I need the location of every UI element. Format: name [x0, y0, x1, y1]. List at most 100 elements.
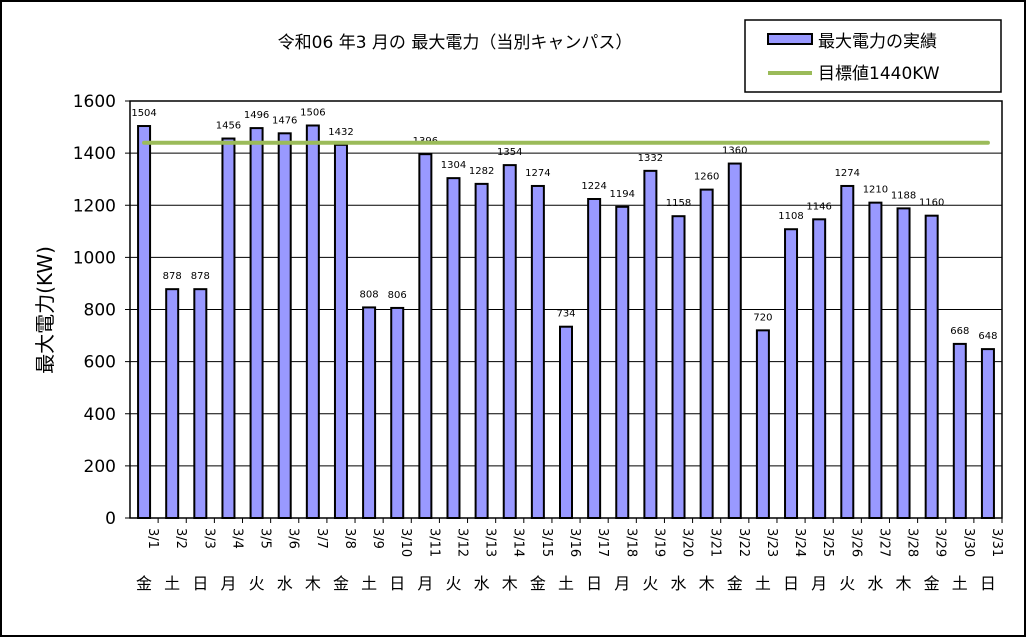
weekday-label: 火: [839, 574, 855, 593]
bar-3/20: [671, 215, 686, 519]
data-label: 1304: [441, 160, 466, 171]
x-tick-label: 3/16: [567, 528, 582, 557]
data-label: 1160: [919, 198, 944, 209]
x-tick-label: 3/8: [342, 528, 357, 549]
x-tick-label: 3/27: [876, 528, 891, 557]
x-tick-label: 3/6: [286, 528, 301, 549]
weekday-label: 金: [727, 574, 743, 593]
bar-3/15: [530, 184, 545, 519]
bar-3/6: [277, 132, 292, 519]
x-tick-label: 3/10: [398, 528, 413, 557]
data-label: 1194: [610, 189, 635, 200]
bar-3/22: [727, 162, 742, 520]
chart-title: 令和06 年3 月の 最大電力（当別キャンパス）: [278, 33, 633, 53]
weekday-label: 日: [586, 574, 602, 593]
legend: [744, 19, 1002, 93]
bar-3/28: [896, 207, 911, 519]
weekday-label: 木: [305, 574, 321, 593]
x-tick-label: 3/7: [314, 528, 329, 549]
x-tick-label: 3/30: [961, 528, 976, 557]
bar-3/30: [952, 342, 967, 519]
data-label: 734: [556, 309, 575, 320]
x-tick-label: 3/26: [848, 528, 863, 557]
weekday-label: 月: [614, 574, 630, 593]
data-label: 1506: [300, 107, 325, 118]
y-tick-label: 400: [84, 405, 116, 425]
x-tick-label: 3/9: [370, 528, 385, 549]
bar-3/26: [840, 184, 855, 519]
weekday-label: 日: [389, 574, 405, 593]
weekday-label: 金: [333, 574, 349, 593]
bar-3/10: [390, 306, 405, 519]
bar-3/31: [980, 348, 995, 519]
weekday-label: 月: [220, 574, 236, 593]
data-label: 1360: [722, 146, 747, 157]
x-tick-label: 3/14: [511, 528, 526, 557]
bar-3/2: [165, 288, 180, 520]
y-tick-label: 1200: [73, 196, 116, 216]
data-label: 1108: [778, 211, 803, 222]
data-label: 1432: [328, 127, 353, 138]
x-tick-label: 3/31: [989, 528, 1004, 557]
bar-3/23: [755, 329, 770, 519]
x-tick-label: 3/21: [708, 528, 723, 557]
weekday-label: 土: [361, 574, 377, 593]
data-label: 1476: [272, 115, 297, 126]
bar-3/7: [305, 124, 320, 519]
weekday-label: 木: [896, 574, 912, 593]
weekday-label: 金: [530, 574, 546, 593]
weekday-label: 火: [642, 574, 658, 593]
data-label: 808: [360, 289, 379, 300]
x-tick-label: 3/25: [820, 528, 835, 557]
bar-3/19: [643, 169, 658, 519]
weekday-label: 日: [192, 574, 208, 593]
y-tick-label: 1600: [73, 92, 116, 112]
bar-3/13: [474, 182, 489, 519]
bar-3/3: [193, 288, 208, 520]
data-label: 1274: [525, 168, 550, 179]
x-tick-label: 3/17: [595, 528, 610, 557]
x-tick-label: 3/23: [764, 528, 779, 557]
weekday-label: 土: [164, 574, 180, 593]
weekday-label: 木: [502, 574, 518, 593]
data-label: 1504: [131, 108, 156, 119]
legend-bar-swatch: [767, 33, 813, 45]
y-tick-label: 200: [84, 457, 116, 477]
x-tick-label: 3/1: [145, 528, 160, 549]
bar-3/4: [221, 137, 236, 519]
weekday-label: 土: [952, 574, 968, 593]
x-tick-label: 3/4: [229, 528, 244, 549]
x-tick-label: 3/3: [201, 528, 216, 549]
weekday-label: 水: [671, 574, 687, 593]
bar-3/14: [502, 164, 517, 520]
x-tick-label: 3/22: [736, 528, 751, 557]
bar-3/18: [615, 205, 630, 519]
data-label: 648: [978, 331, 997, 342]
data-label: 1274: [835, 168, 860, 179]
bar-3/29: [924, 214, 939, 520]
x-tick-label: 3/20: [680, 528, 695, 557]
x-tick-label: 3/18: [623, 528, 638, 557]
weekday-label: 日: [980, 574, 996, 593]
weekday-label: 水: [474, 574, 490, 593]
bar-3/1: [137, 125, 152, 520]
data-label: 806: [388, 290, 407, 301]
data-label: 878: [191, 271, 210, 282]
x-tick-label: 3/2: [173, 528, 188, 549]
bar-3/21: [699, 188, 714, 520]
data-label: 668: [950, 326, 969, 337]
bar-3/12: [446, 177, 461, 520]
weekday-label: 火: [445, 574, 461, 593]
bar-3/27: [868, 201, 883, 520]
x-tick-label: 3/29: [933, 528, 948, 557]
x-tick-label: 3/15: [539, 528, 554, 557]
data-label: 1354: [497, 147, 522, 158]
weekday-label: 日: [783, 574, 799, 593]
data-label: 1456: [216, 121, 241, 132]
y-axis-label: 最大電力(KW): [33, 246, 57, 374]
x-tick-label: 3/5: [258, 528, 273, 549]
weekday-label: 金: [136, 574, 152, 593]
bar-3/24: [784, 228, 799, 519]
bar-3/5: [249, 127, 264, 519]
